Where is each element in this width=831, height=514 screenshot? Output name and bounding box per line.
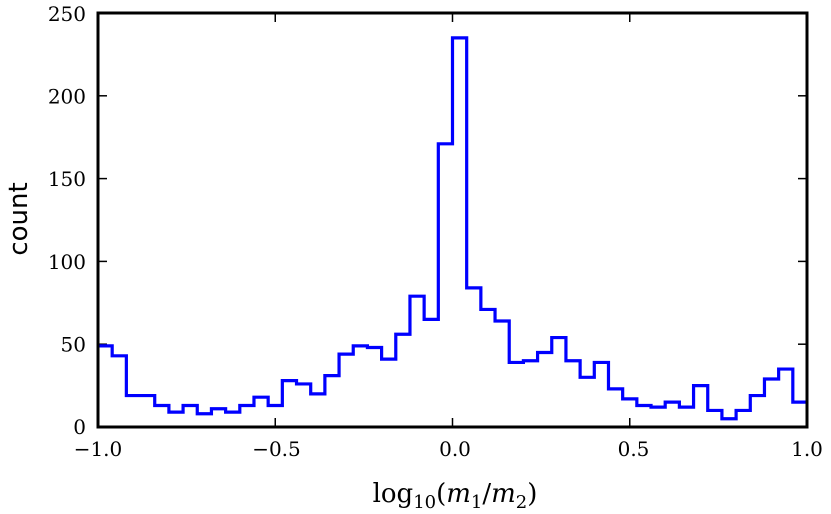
x-tick-label: −1.0 <box>74 437 123 461</box>
y-axis-label: count <box>4 182 34 255</box>
y-tick-label: 250 <box>48 2 86 26</box>
x-tick-label: 0.0 <box>439 437 471 461</box>
x-tick-label: −0.5 <box>252 437 301 461</box>
y-tick-label: 150 <box>48 167 86 191</box>
y-tick-label: 200 <box>48 85 86 109</box>
histogram-series <box>98 36 807 421</box>
y-tick-label: 100 <box>48 250 86 274</box>
x-tick-label: 1.0 <box>791 437 823 461</box>
plot-frame <box>96 11 809 429</box>
x-axis-label: log10(m1/m2) <box>373 479 538 513</box>
y-tick-label: 50 <box>61 332 86 356</box>
y-tick-label: 0 <box>73 415 86 439</box>
x-tick-label: 0.5 <box>618 437 650 461</box>
